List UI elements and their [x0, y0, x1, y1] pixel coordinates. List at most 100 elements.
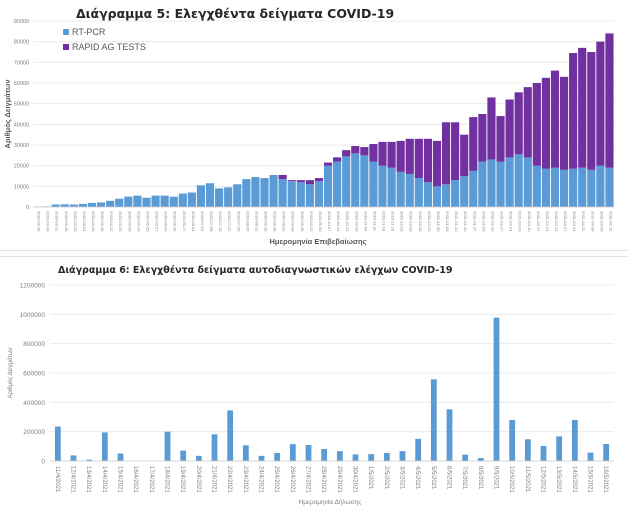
- x-tick-label: 2021-03-31: [554, 211, 559, 232]
- bar-rapid-ag: [406, 139, 414, 174]
- y-tick-label: 60000: [14, 81, 29, 87]
- y-tick-label: 90000: [14, 19, 29, 25]
- x-tick-label: 2020-12-30: [436, 211, 441, 232]
- x-tick-label: 2020-09-23: [309, 211, 314, 232]
- bar-rapid-ag: [415, 139, 423, 178]
- y-tick-label: 80000: [14, 40, 29, 46]
- bar-self-test: [368, 454, 374, 461]
- x-tick-label: 2020-06-10: [173, 211, 178, 232]
- x-tick-label: 28/4/2021: [320, 466, 326, 493]
- bar-rt-pcr: [496, 162, 504, 207]
- y-tick-label: 800000: [23, 341, 45, 348]
- bar-rt-pcr: [115, 199, 123, 207]
- legend-swatch-rt-pcr: [63, 29, 69, 35]
- bar-self-test: [243, 445, 249, 461]
- bar-self-test: [212, 434, 218, 461]
- bar-self-test: [541, 446, 547, 461]
- bar-rt-pcr: [587, 170, 595, 207]
- x-tick-label: 14/4/2021: [101, 466, 107, 493]
- x-tick-label: 24/4/2021: [258, 466, 264, 493]
- bar-rt-pcr: [233, 184, 241, 207]
- bar-self-test: [165, 432, 171, 461]
- bar-rapid-ag: [469, 117, 477, 171]
- bar-self-test: [55, 427, 61, 461]
- bar-rapid-ag: [451, 122, 459, 180]
- x-tick-label: 12/4/2021: [70, 466, 76, 493]
- y-axis-title: Αριθμός Δειγμάτων: [7, 347, 14, 398]
- x-axis-title: Ημερομηνία Δήλωσης: [299, 498, 362, 506]
- x-tick-label: 2020-07-29: [236, 211, 241, 232]
- x-tick-label: 2020-08-05: [245, 211, 250, 232]
- x-tick-label: 2020-04-29: [118, 211, 123, 232]
- bar-self-test: [306, 445, 312, 461]
- x-tick-label: 2020-09-09: [291, 211, 296, 232]
- x-tick-label: 2020-09-30: [318, 211, 323, 232]
- x-tick-label: 2020-08-12: [254, 211, 259, 232]
- bar-rt-pcr: [560, 170, 568, 207]
- bar-rt-pcr: [142, 198, 150, 207]
- x-tick-label: 29/4/2021: [336, 466, 342, 493]
- bar-rapid-ag: [487, 97, 495, 159]
- x-tick-label: 2020-07-08: [209, 211, 214, 232]
- x-tick-label: 8/5/2021: [477, 466, 483, 490]
- bar-rt-pcr: [242, 179, 250, 207]
- bar-rt-pcr: [106, 201, 114, 207]
- bar-self-test: [572, 420, 578, 461]
- x-tick-label: 16/5/2021: [602, 466, 608, 493]
- bar-rt-pcr: [515, 154, 523, 207]
- x-tick-label: 2020-11-04: [363, 211, 368, 232]
- bar-rt-pcr: [179, 194, 187, 207]
- x-tick-label: 2021-04-28: [590, 211, 595, 232]
- bar-self-test: [400, 451, 406, 461]
- bar-rt-pcr: [61, 204, 69, 207]
- x-tick-label: 12/5/2021: [540, 466, 546, 493]
- bar-rapid-ag: [433, 141, 441, 186]
- bar-rt-pcr: [605, 168, 613, 207]
- x-tick-label: 30/4/2021: [352, 466, 358, 493]
- chart-6-title: Διάγραμμα 6: Ελεγχθέντα δείγματα αυτοδια…: [58, 265, 452, 276]
- bar-rapid-ag: [297, 180, 305, 182]
- x-tick-label: 26/4/2021: [289, 466, 295, 493]
- chart-6-plot: 0200000400000600000800000100000012000001…: [0, 257, 628, 511]
- bar-rapid-ag: [342, 150, 350, 156]
- x-tick-label: 27/4/2021: [305, 466, 311, 493]
- bar-rt-pcr: [415, 178, 423, 207]
- x-tick-label: 15/4/2021: [117, 466, 123, 493]
- y-tick-label: 1000000: [20, 312, 46, 319]
- bar-self-test: [478, 458, 484, 461]
- x-tick-label: 2021-01-06: [445, 211, 450, 232]
- x-tick-label: 2020-10-14: [336, 211, 341, 232]
- bar-rt-pcr: [424, 182, 432, 207]
- bar-self-test: [588, 453, 594, 461]
- bar-rt-pcr: [342, 156, 350, 207]
- bar-rapid-ag: [478, 114, 486, 162]
- x-tick-label: 2020-06-24: [191, 211, 196, 232]
- x-tick-label: 3/5/2021: [399, 466, 405, 490]
- y-tick-label: 600000: [23, 371, 45, 378]
- bar-rt-pcr: [224, 187, 232, 207]
- x-tick-label: 2020-05-06: [127, 211, 132, 232]
- bar-self-test: [603, 444, 609, 461]
- x-tick-label: 2021-04-21: [581, 211, 586, 232]
- bar-rt-pcr: [170, 197, 178, 207]
- bar-self-test: [227, 410, 233, 461]
- bar-rapid-ag: [551, 71, 559, 168]
- bar-rapid-ag: [515, 92, 523, 154]
- x-tick-label: 2021-04-07: [563, 211, 568, 232]
- x-tick-label: 2021-02-17: [500, 211, 505, 232]
- x-tick-label: 2020-08-26: [273, 211, 278, 232]
- x-tick-label: 2020-04-01: [82, 211, 87, 232]
- x-tick-label: 16/4/2021: [132, 466, 138, 493]
- bar-rt-pcr: [161, 196, 169, 207]
- x-tick-label: 2020-07-01: [200, 211, 205, 232]
- y-axis-title: Αριθμός Δειγμάτων: [3, 79, 12, 148]
- x-tick-label: 2020-02-26: [37, 211, 42, 232]
- bar-self-test: [71, 455, 77, 461]
- bar-rt-pcr: [524, 157, 532, 207]
- x-tick-label: 10/5/2021: [508, 466, 514, 493]
- x-tick-label: 14/5/2021: [571, 466, 577, 493]
- bar-rapid-ag: [533, 83, 541, 166]
- x-tick-label: 2020-11-11: [372, 211, 377, 232]
- x-tick-label: 2021-02-03: [481, 211, 486, 232]
- bar-rt-pcr: [151, 196, 159, 207]
